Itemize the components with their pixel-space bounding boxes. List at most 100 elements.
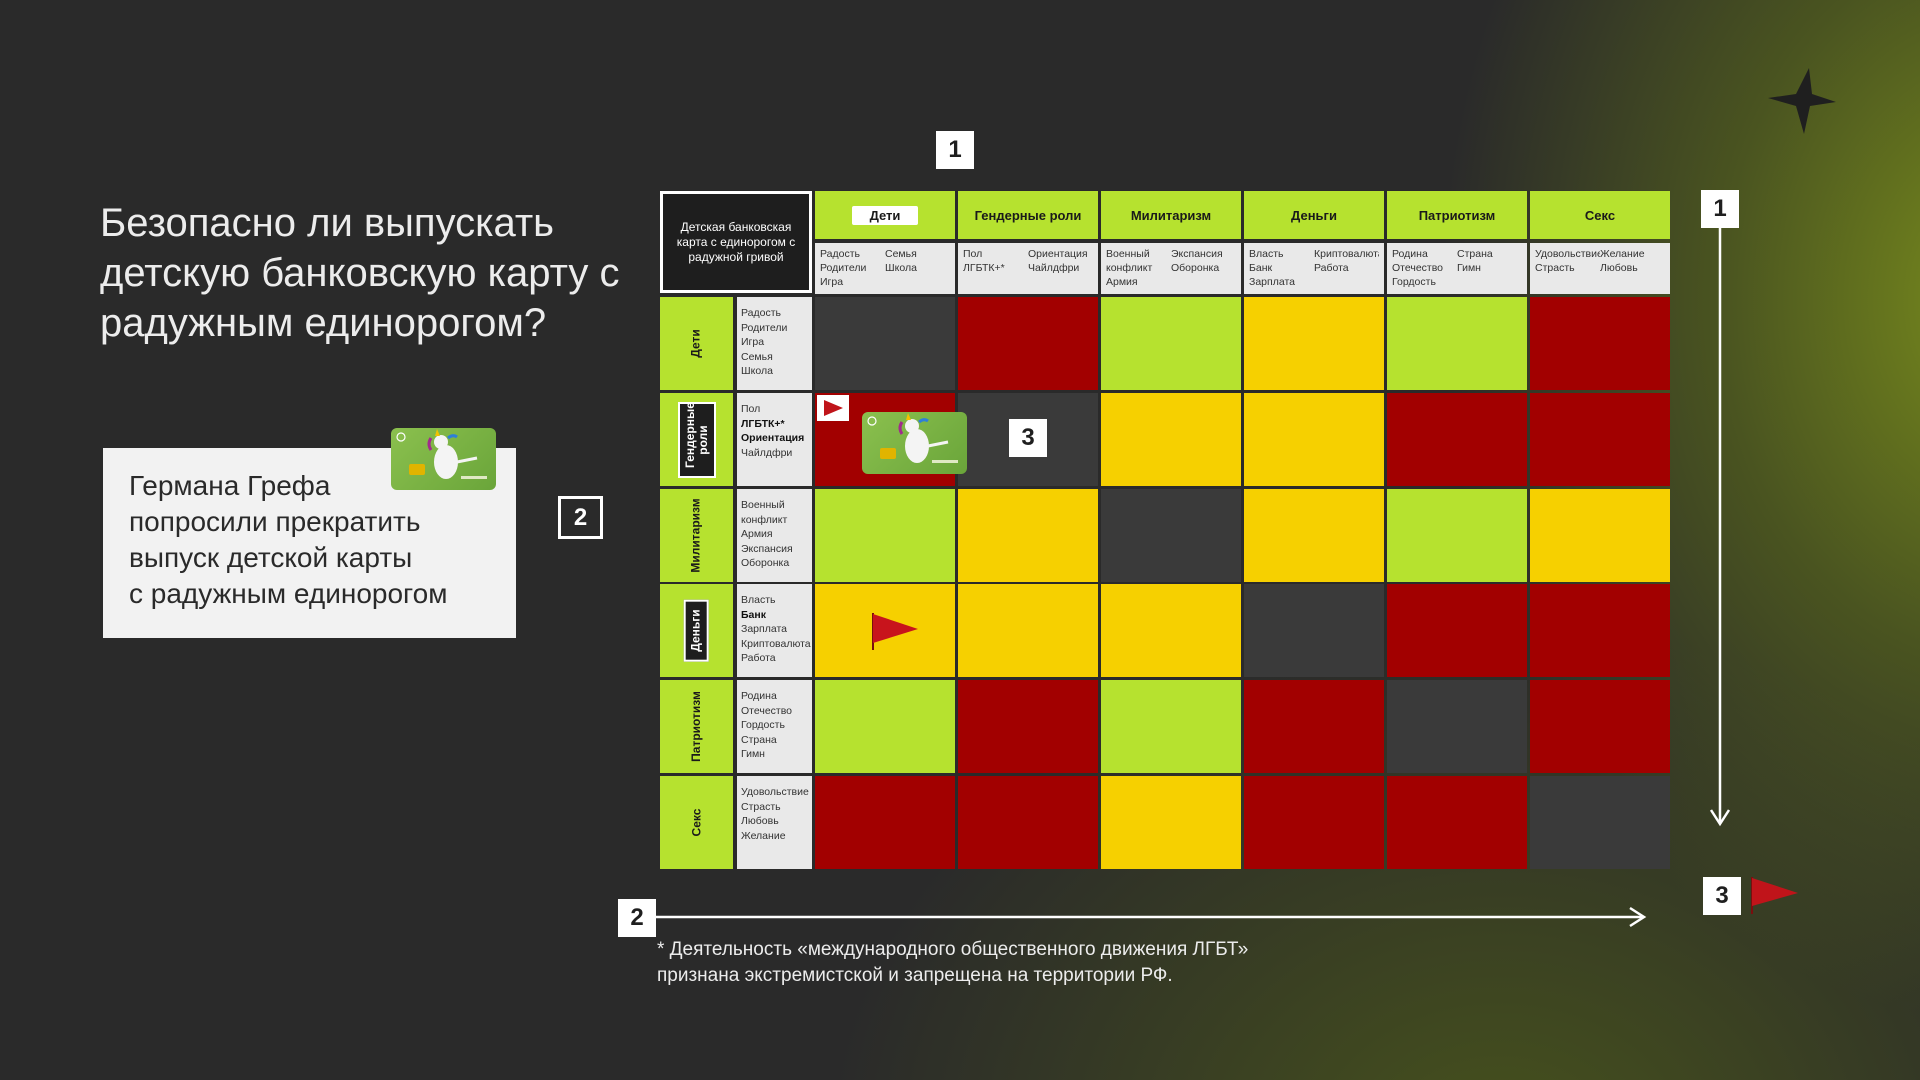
- column-keywords: Удовольствие Страсть: [1535, 247, 1600, 290]
- matrix-cell-seks: [1530, 680, 1670, 773]
- matrix-cell-militarizm: [1101, 489, 1241, 582]
- matrix-cell-militarizm: [1101, 584, 1241, 677]
- keyword: Желание: [1600, 248, 1645, 260]
- matrix-cell-patriotizm: [1387, 680, 1527, 773]
- keyword: Родина: [1392, 248, 1428, 260]
- footnote: * Деятельность «международного обществен…: [657, 937, 1457, 989]
- keyword: Чайлдфри: [1028, 262, 1080, 274]
- matrix-cell-patriotizm: [1387, 776, 1527, 869]
- unicorn-card-image: [862, 412, 967, 474]
- row-header-label: Милитаризм: [689, 498, 703, 573]
- row-subheader: Радость Родители Игра Семья Школа: [737, 297, 812, 390]
- matrix-cell-militarizm: [1101, 776, 1241, 869]
- column-keywords: Семья Школа: [885, 247, 950, 290]
- keyword: Пол: [741, 403, 761, 415]
- column-header-label: Секс: [1584, 207, 1616, 223]
- matrix-cell-deti: [815, 680, 955, 773]
- column-header: Гендерные роли: [958, 191, 1098, 239]
- keyword: Оборонка: [1171, 262, 1220, 274]
- matrix-cell-patriotizm: [1387, 297, 1527, 390]
- row-header: Гендерные роли: [660, 393, 733, 486]
- star-icon: [1768, 68, 1836, 134]
- matrix-cell-patriotizm: [1387, 393, 1527, 486]
- keyword: Военный: [1106, 248, 1150, 260]
- row-header-label: Гендерные роли: [677, 401, 716, 478]
- column-header-label: Гендерные роли: [974, 207, 1082, 223]
- news-line: попросили прекратить: [129, 506, 421, 537]
- row-subheader: Родина Отечество Гордость Страна Гимн: [737, 680, 812, 773]
- matrix-cell-gendernye-roli: [958, 489, 1098, 582]
- column-keywords: Страна Гимн: [1457, 247, 1522, 290]
- matrix-cell-seks: [1530, 489, 1670, 582]
- row-subheader: Власть Банк Зарплата Криптовалюта Работа: [737, 584, 812, 677]
- keyword: Радость: [741, 307, 781, 319]
- keyword: Отечество: [1392, 262, 1444, 274]
- keyword: Банк: [1249, 262, 1273, 274]
- keyword: ЛГБТК+*: [963, 262, 1005, 274]
- keyword: Гимн: [1457, 262, 1481, 274]
- column-header: Патриотизм: [1387, 191, 1527, 239]
- matrix-corner-label: Детская банковская карта с единорогом с …: [660, 191, 812, 293]
- row-subheader: Военный конфликт Армия Экспансия Оборонка: [737, 489, 812, 582]
- keyword: конфликт: [1106, 262, 1153, 274]
- matrix-cell-militarizm: [1101, 297, 1241, 390]
- keyword: Школа: [741, 365, 773, 377]
- matrix-cell-patriotizm: [1387, 489, 1527, 582]
- keyword: Армия: [1106, 276, 1138, 288]
- matrix-cell-gendernye-roli: [958, 776, 1098, 869]
- column-keywords: Военный конфликт Армия: [1106, 247, 1171, 290]
- column-keywords: Радость Родители Игра: [820, 247, 885, 290]
- page-title: Безопасно ли выпускать детскую банковску…: [100, 201, 620, 345]
- matrix-cell-militarizm: [1101, 393, 1241, 486]
- matrix-cell-dengi: [1244, 489, 1384, 582]
- row-header-label: Дети: [689, 329, 703, 358]
- matrix-cell-dengi: [1244, 584, 1384, 677]
- column-header-label: Патриотизм: [1418, 207, 1496, 223]
- keyword: Отечество: [741, 704, 793, 717]
- keyword: Игра: [820, 276, 844, 288]
- keyword: Чайлдфри: [741, 446, 793, 459]
- matrix-cell-seks: [1530, 776, 1670, 869]
- keyword: Пол: [963, 248, 983, 260]
- column-keywords: Криптовалюта Работа: [1314, 247, 1379, 290]
- keyword: Гордость: [1392, 276, 1436, 288]
- news-line: с радужным единорогом: [129, 578, 448, 609]
- keyword: Семья: [741, 350, 773, 363]
- matrix-cell-gendernye-roli: [958, 680, 1098, 773]
- keyword: Армия: [741, 528, 773, 540]
- column-keywords: Пол ЛГБТК+*: [963, 247, 1028, 290]
- matrix-cell-militarizm: [1101, 680, 1241, 773]
- keyword: Оборонка: [741, 557, 790, 569]
- keyword: Банк: [741, 608, 766, 621]
- step-badge-3-grid: 3: [1009, 419, 1047, 457]
- row-subheader: Удовольствие Страсть Любовь Желание: [737, 776, 812, 869]
- keyword: Криптовалюта: [1314, 248, 1379, 260]
- keyword: Родители: [741, 321, 788, 334]
- step-badge-1-right: 1: [1701, 190, 1739, 228]
- column-subheader: Власть Банк Зарплата Криптовалюта Работа: [1244, 243, 1384, 294]
- row-header: Деньги: [660, 584, 733, 677]
- footnote-line: признана экстремистской и запрещена на т…: [657, 965, 1173, 986]
- matrix-cell-seks: [1530, 393, 1670, 486]
- column-keywords: Желание Любовь: [1600, 247, 1665, 290]
- matrix-cell-deti: [815, 584, 955, 677]
- unicorn-card-image: [391, 428, 496, 490]
- column-header: Дети: [815, 191, 955, 239]
- keyword: Зарплата: [741, 623, 787, 635]
- row-header: Дети: [660, 297, 733, 390]
- step-badge-3-right: 3: [1703, 877, 1741, 915]
- column-keywords: Власть Банк Зарплата: [1249, 247, 1314, 290]
- row-header-label: Секс: [689, 808, 703, 837]
- keyword: Страна: [741, 733, 777, 746]
- matrix-cell-deti: [815, 489, 955, 582]
- keyword: Желание: [741, 829, 786, 842]
- keyword: Родина: [741, 690, 777, 702]
- column-subheader: Пол ЛГБТК+* Ориентация Чайлдфри: [958, 243, 1098, 294]
- column-header: Секс: [1530, 191, 1670, 239]
- column-subheader: Родина Отечество Гордость Страна Гимн: [1387, 243, 1527, 294]
- keyword: Ориентация: [741, 432, 805, 444]
- matrix-cell-gendernye-roli: [958, 297, 1098, 390]
- keyword: Удовольствие: [741, 786, 809, 798]
- keyword: Экспансия: [1171, 248, 1223, 260]
- matrix-cell-patriotizm: [1387, 584, 1527, 677]
